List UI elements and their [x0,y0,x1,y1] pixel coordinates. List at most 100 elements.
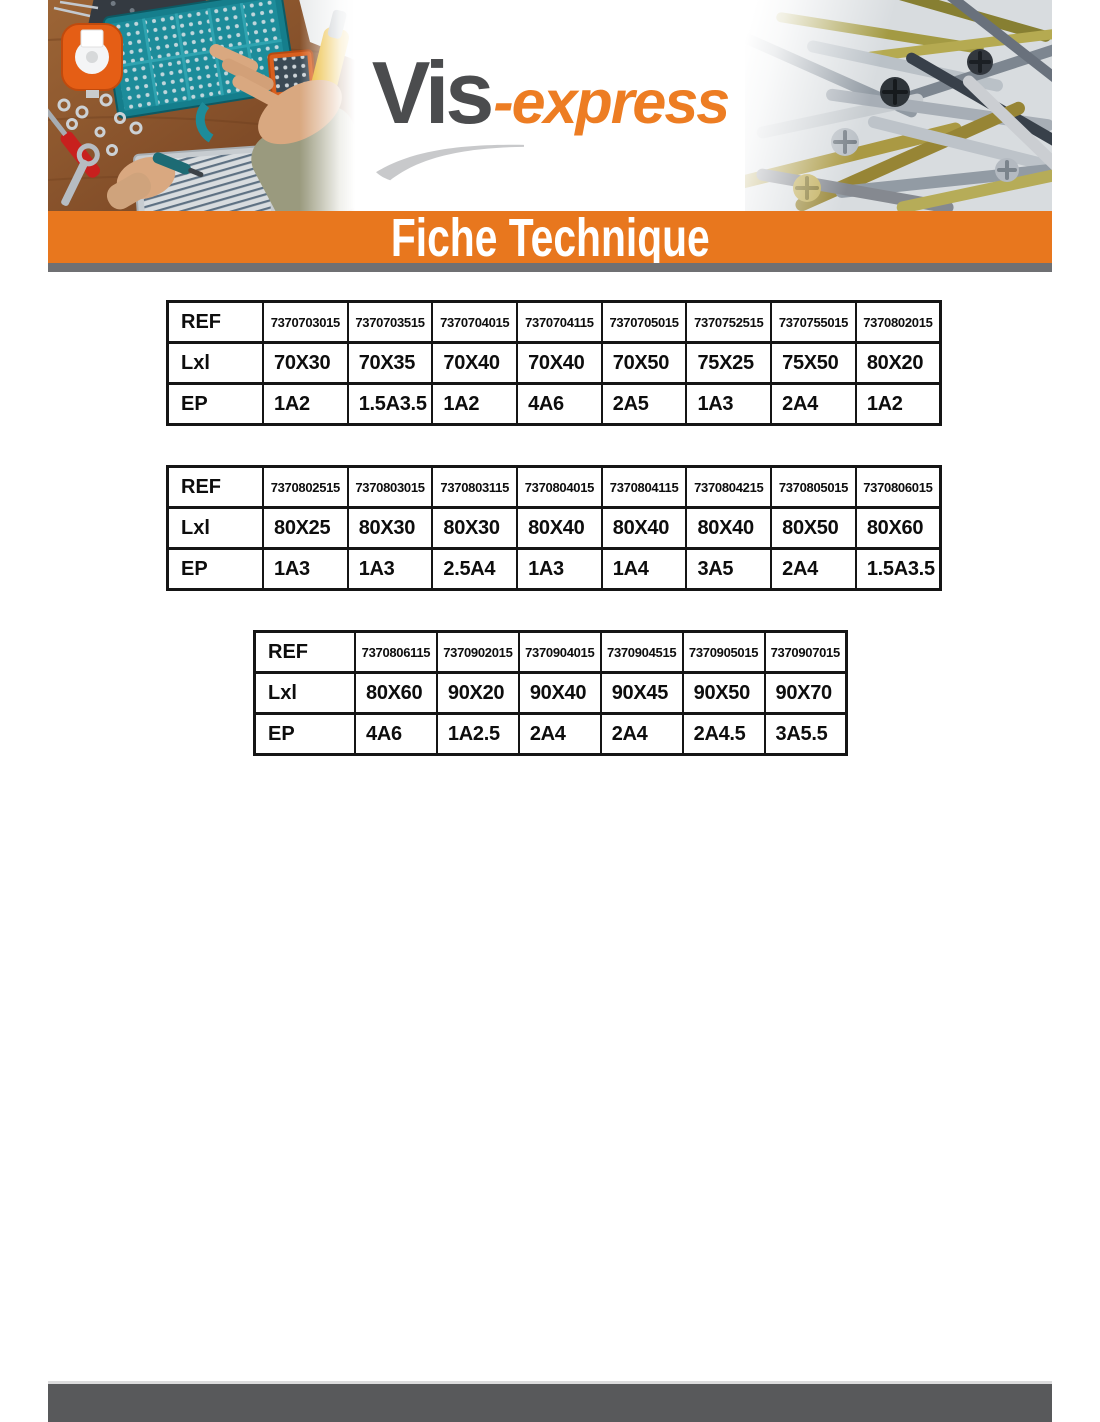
thickness-cell: 2A4 [517,712,602,756]
thickness-cell: 1A2.5 [435,712,520,756]
dimension-row: Lxl 80X25 80X30 80X30 80X40 80X40 80X40 80X50 80… [166,506,942,550]
ref-cell: 7370802515 [262,465,349,509]
ref-cell: 7370755015 [770,300,857,344]
dimension-cell: 70X35 [346,341,434,385]
ref-cell: 7370806115 [354,630,438,674]
dimension-row: Lxl 70X30 70X35 70X40 70X40 70X50 75X25 75X50 80… [166,341,942,385]
thickness-cell: 3A5.5 [763,712,848,756]
dimension-cell: 80X60 [854,506,942,550]
ref-cell: 7370752515 [685,300,773,344]
page-title: Fiche Technique [390,207,710,267]
thickness-cell: 2A5 [600,382,688,426]
ref-row-label: REF [253,630,356,674]
brand-logo: Vis -express [355,0,745,211]
thickness-row-label: EP [166,382,264,426]
dimension-cell: 90X20 [435,671,520,715]
ref-cell: 7370803015 [346,465,434,509]
dimension-cell: 80X40 [516,506,603,550]
brand-logo-text: Vis -express [371,42,730,142]
thickness-cell: 4A6 [354,712,438,756]
ref-cell: 7370704115 [516,300,603,344]
thickness-cell: 1A3 [346,547,434,591]
ref-cell: 7370805015 [770,465,857,509]
thickness-cell: 1A2 [262,382,349,426]
dimension-cell: 80X30 [431,506,519,550]
thickness-row: EP 4A6 1A2.5 2A4 2A4 2A4.5 3A5.5 [253,712,848,756]
dimension-cell: 70X40 [516,341,603,385]
dimension-cell: 80X40 [685,506,773,550]
ref-cell: 7370804015 [516,465,603,509]
thickness-cell: 1A2 [431,382,519,426]
dimension-cell: 80X20 [854,341,942,385]
thickness-cell: 1.5A3.5 [854,547,942,591]
spec-table-2: REF 7370802515 7370803015 7370803115 7370804… [166,465,942,591]
ref-row: REF 7370806115 7370902015 7370904015 7370904… [253,630,848,674]
thickness-row: EP 1A3 1A3 2.5A4 1A3 1A4 3A5 2A4 1.5A3.5 [166,547,942,591]
ref-cell: 7370904515 [599,630,684,674]
workbench-photo [48,0,355,212]
dimension-cell: 75X50 [770,341,857,385]
thickness-cell: 1A4 [600,547,688,591]
thickness-row-label: EP [166,547,264,591]
logo-swoosh [375,144,524,180]
thickness-cell: 2A4 [770,382,857,426]
ref-cell: 7370704015 [431,300,519,344]
dimension-cell: 75X25 [685,341,773,385]
thickness-cell: 1.5A3.5 [346,382,434,426]
thickness-cell: 3A5 [685,547,773,591]
thickness-cell: 2.5A4 [431,547,519,591]
gray-divider-bar [48,263,1052,272]
brand-name-secondary: -express [493,67,730,136]
dimension-cell: 80X25 [262,506,349,550]
dimension-row: Lxl 80X60 90X20 90X40 90X45 90X50 90X70 [253,671,848,715]
ref-cell: 7370703015 [262,300,349,344]
ref-cell: 7370804115 [600,465,688,509]
dimension-cell: 70X40 [431,341,519,385]
dimension-cell: 90X50 [681,671,766,715]
tape-measure [61,23,123,98]
ref-cell: 7370803115 [431,465,519,509]
dimension-row-label: Lxl [253,671,356,715]
ref-cell: 7370802015 [854,300,942,344]
ref-row: REF 7370703015 7370703515 7370704015 7370704… [166,300,942,344]
brand-name-primary: Vis [371,42,494,142]
dimension-cell: 90X45 [599,671,684,715]
thickness-cell: 2A4 [599,712,684,756]
dimension-cell: 90X40 [517,671,602,715]
ref-cell: 7370902015 [435,630,520,674]
ref-row-label: REF [166,300,264,344]
footer-bar [48,1384,1052,1422]
ref-cell: 7370705015 [600,300,688,344]
screws-photo [745,0,1052,211]
thickness-cell: 1A3 [262,547,349,591]
thickness-row-label: EP [253,712,356,756]
thickness-row: EP 1A2 1.5A3.5 1A2 4A6 2A5 1A3 2A4 1A2 [166,382,942,426]
dimension-cell: 70X50 [600,341,688,385]
ref-cell: 7370703515 [346,300,434,344]
dimension-cell: 80X30 [346,506,434,550]
ref-cell: 7370806015 [854,465,942,509]
dimension-row-label: Lxl [166,506,264,550]
ref-cell: 7370907015 [763,630,848,674]
ref-cell: 7370905015 [681,630,766,674]
ref-cell: 7370804215 [685,465,773,509]
dimension-cell: 80X60 [354,671,438,715]
screws-photo-illustration [745,0,1052,211]
ref-cell: 7370904015 [517,630,602,674]
dimension-row-label: Lxl [166,341,264,385]
workbench-photo-illustration [48,0,355,212]
banner: Fiche Technique [48,207,1052,267]
dimension-cell: 70X30 [262,341,349,385]
spec-table-1: REF 7370703015 7370703515 7370704015 7370704… [166,300,942,426]
dimension-cell: 80X50 [770,506,857,550]
spec-table-3: REF 7370806115 7370902015 7370904015 7370904… [253,630,848,756]
ref-row-label: REF [166,465,264,509]
thickness-cell: 2A4.5 [681,712,766,756]
ref-row: REF 7370802515 7370803015 7370803115 7370804… [166,465,942,509]
thickness-cell: 4A6 [516,382,603,426]
dimension-cell: 90X70 [763,671,848,715]
thickness-cell: 1A3 [516,547,603,591]
thickness-cell: 1A2 [854,382,942,426]
thickness-cell: 1A3 [685,382,773,426]
